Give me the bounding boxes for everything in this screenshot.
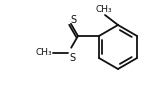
Text: CH₃: CH₃ <box>96 5 112 14</box>
Text: CH₃: CH₃ <box>35 48 52 57</box>
Text: S: S <box>69 53 76 63</box>
Text: S: S <box>70 15 77 25</box>
